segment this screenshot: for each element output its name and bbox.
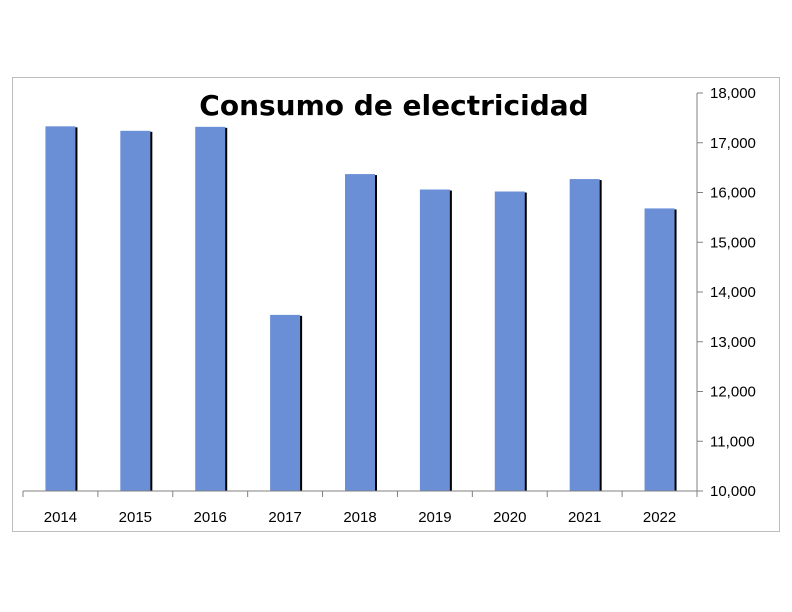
y-tick-label: 18,000	[710, 85, 756, 102]
bar-2014	[45, 126, 76, 492]
x-tick-label: 2016	[194, 509, 227, 526]
bar-2022	[644, 208, 675, 492]
axes-layer	[22, 92, 703, 497]
x-tick-label: 2017	[268, 509, 301, 526]
bar-2019	[419, 189, 450, 491]
x-tick-label: 2015	[119, 509, 152, 526]
x-tick-label: 2019	[418, 509, 451, 526]
x-tick-label: 2014	[44, 509, 77, 526]
bar-2021	[569, 179, 600, 491]
x-tick-label: 2022	[643, 509, 676, 526]
bar-2020	[494, 191, 525, 491]
x-tick-label: 2021	[568, 509, 601, 526]
y-tick-label: 14,000	[710, 284, 756, 301]
y-tick-label: 17,000	[710, 135, 756, 152]
y-tick-label: 12,000	[710, 384, 756, 401]
y-tick-label: 16,000	[710, 185, 756, 202]
bars-layer	[45, 126, 677, 492]
x-tick-label: 2020	[493, 509, 526, 526]
x-tick-labels: 2014 2015 2016 2017 2018 2019 2020 2021 2022	[44, 509, 676, 526]
y-tick-label: 11,000	[710, 433, 755, 450]
bar-2017	[270, 314, 301, 491]
chart-title: Consumo de electricidad	[199, 89, 588, 122]
x-tick-label: 2018	[343, 509, 376, 526]
y-tick-label: 13,000	[710, 334, 756, 351]
y-tick-label: 10,000	[710, 483, 756, 500]
bar-2018	[345, 174, 375, 491]
bar-2016	[195, 126, 226, 491]
y-tick-labels: 10,000 11,000 12,000 13,000 14,000 15,000 16,0…	[710, 85, 756, 500]
y-tick-label: 15,000	[710, 234, 756, 251]
bar-2015	[120, 130, 151, 491]
